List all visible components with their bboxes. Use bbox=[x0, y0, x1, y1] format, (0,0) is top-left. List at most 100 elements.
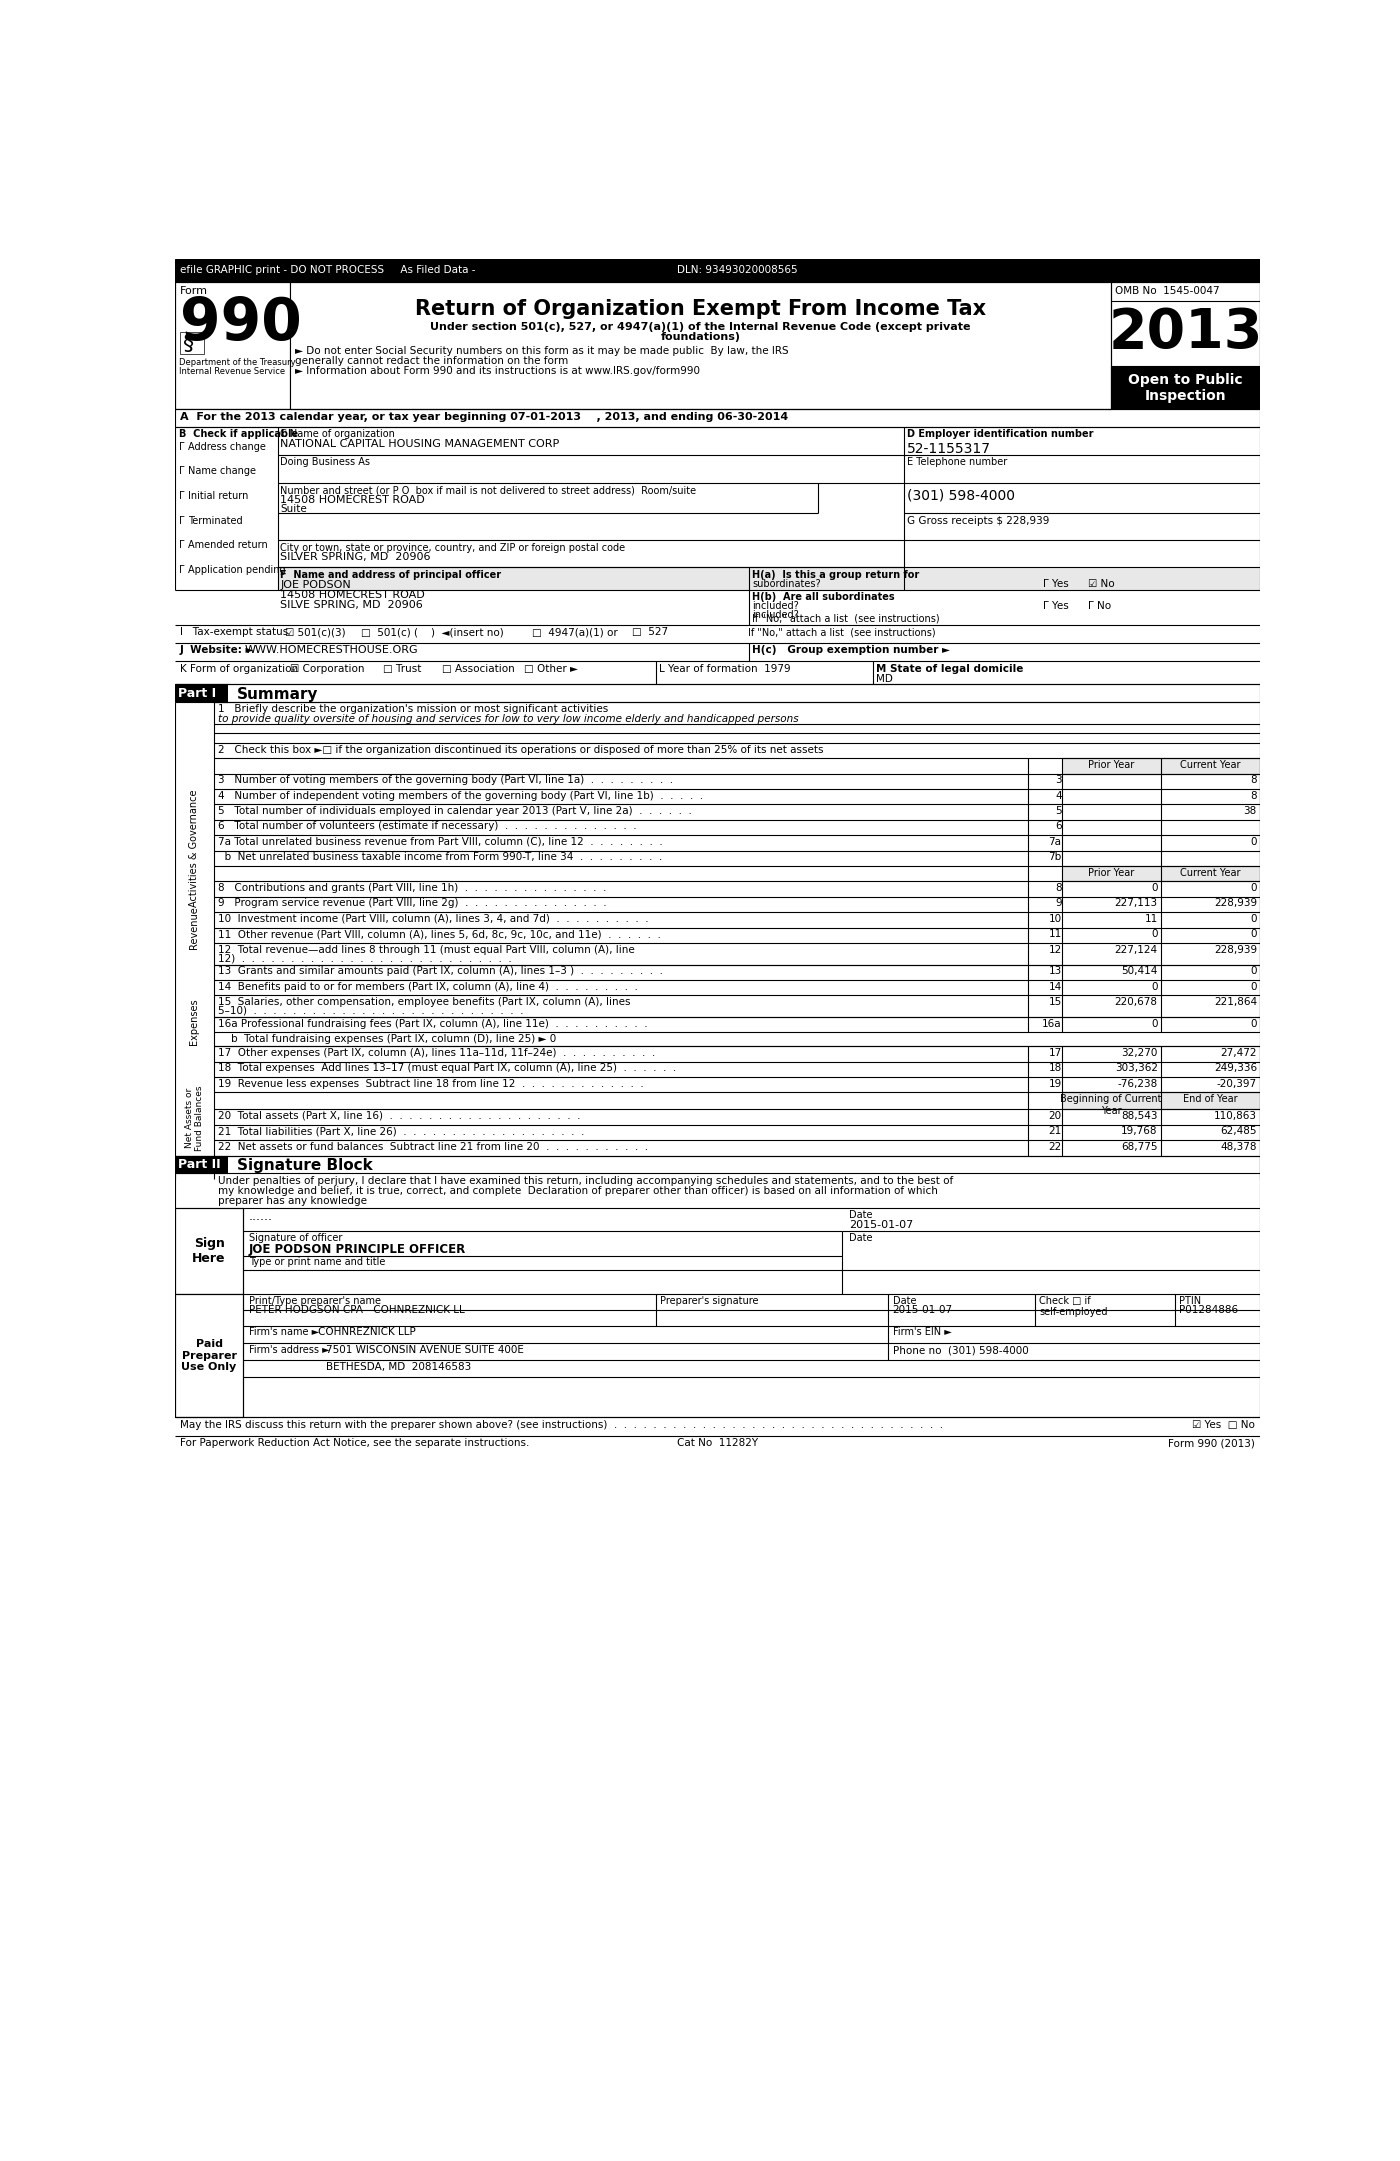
Text: 22: 22 bbox=[1049, 1141, 1061, 1152]
Bar bbox=[1161, 1093, 1260, 1109]
Text: ► Information about Form 990 and its instructions is at www.IRS.gov/form990: ► Information about Form 990 and its ins… bbox=[295, 365, 700, 376]
Text: 7501 WISCONSIN AVENUE SUITE 400E: 7501 WISCONSIN AVENUE SUITE 400E bbox=[326, 1344, 524, 1355]
Text: 15: 15 bbox=[1049, 996, 1061, 1007]
Text: 11  Other revenue (Part VIII, column (A), lines 5, 6d, 8c, 9c, 10c, and 11e)  . : 11 Other revenue (Part VIII, column (A),… bbox=[218, 929, 661, 940]
Text: 8: 8 bbox=[1056, 884, 1061, 892]
Text: 11: 11 bbox=[1049, 929, 1061, 940]
Text: Name change: Name change bbox=[188, 467, 256, 475]
Text: Γ Yes: Γ Yes bbox=[1043, 579, 1068, 588]
Bar bbox=[228, 1156, 1260, 1173]
Text: 2015-01-07: 2015-01-07 bbox=[850, 1221, 913, 1230]
Text: Type or print name and title: Type or print name and title bbox=[249, 1258, 385, 1266]
Text: 4: 4 bbox=[1056, 791, 1061, 800]
Text: Department of the Treasury: Department of the Treasury bbox=[179, 359, 295, 367]
Text: 110,863: 110,863 bbox=[1214, 1111, 1257, 1122]
Text: 17  Other expenses (Part IX, column (A), lines 11a–11d, 11f–24e)  .  .  .  .  . : 17 Other expenses (Part IX, column (A), … bbox=[218, 1048, 655, 1057]
Text: D Employer identification number: D Employer identification number bbox=[907, 430, 1093, 439]
Text: 50,414: 50,414 bbox=[1121, 966, 1158, 977]
Text: Return of Organization Exempt From Income Tax: Return of Organization Exempt From Incom… bbox=[414, 300, 986, 320]
Bar bbox=[1161, 867, 1260, 882]
Text: I   Tax-exempt status: I Tax-exempt status bbox=[179, 627, 288, 637]
Text: 303,362: 303,362 bbox=[1114, 1063, 1158, 1074]
Text: Firm's address ►: Firm's address ► bbox=[249, 1344, 329, 1355]
Text: Firm's name ►: Firm's name ► bbox=[249, 1327, 319, 1338]
Text: P01284886: P01284886 bbox=[1179, 1305, 1238, 1316]
Text: 9: 9 bbox=[1056, 899, 1061, 908]
Text: 2015-01-07: 2015-01-07 bbox=[893, 1305, 953, 1316]
Text: 22  Net assets or fund balances  Subtract line 21 from line 20  .  .  .  .  .  .: 22 Net assets or fund balances Subtract … bbox=[218, 1141, 648, 1152]
Text: 220,678: 220,678 bbox=[1114, 996, 1158, 1007]
Bar bbox=[290, 283, 1112, 408]
Bar bbox=[175, 259, 1260, 283]
Text: my knowledge and belief, it is true, correct, and complete  Declaration of prepa: my knowledge and belief, it is true, cor… bbox=[218, 1186, 938, 1195]
Text: K Form of organization: K Form of organization bbox=[179, 663, 298, 674]
Text: Part II: Part II bbox=[178, 1158, 221, 1171]
Text: 0: 0 bbox=[1250, 914, 1257, 923]
Text: Expenses: Expenses bbox=[189, 998, 199, 1046]
Text: 15  Salaries, other compensation, employee benefits (Part IX, column (A), lines: 15 Salaries, other compensation, employe… bbox=[218, 996, 631, 1007]
Text: Beginning of Current
Year: Beginning of Current Year bbox=[1060, 1093, 1162, 1115]
Text: Terminated: Terminated bbox=[188, 516, 242, 525]
Text: H(b)  Are all subordinates: H(b) Are all subordinates bbox=[752, 592, 895, 603]
Text: 16a Professional fundraising fees (Part IX, column (A), line 11e)  .  .  .  .  .: 16a Professional fundraising fees (Part … bbox=[218, 1018, 648, 1029]
Text: subordinates?: subordinates? bbox=[752, 579, 820, 588]
Text: Activities & Governance: Activities & Governance bbox=[189, 789, 199, 908]
Text: 0: 0 bbox=[1151, 981, 1158, 992]
Text: JOE PODSON: JOE PODSON bbox=[280, 581, 351, 590]
Text: 0: 0 bbox=[1250, 929, 1257, 940]
Text: 8   Contributions and grants (Part VIII, line 1h)  .  .  .  .  .  .  .  .  .  . : 8 Contributions and grants (Part VIII, l… bbox=[218, 884, 606, 892]
Text: 6   Total number of volunteers (estimate if necessary)  .  .  .  .  .  .  .  .  : 6 Total number of volunteers (estimate i… bbox=[218, 821, 637, 832]
Text: generally cannot redact the information on the form: generally cannot redact the information … bbox=[295, 357, 568, 365]
Text: □ Other ►: □ Other ► bbox=[524, 663, 578, 674]
Text: Γ: Γ bbox=[179, 564, 185, 575]
Bar bbox=[175, 1156, 228, 1173]
Text: □  4947(a)(1) or: □ 4947(a)(1) or bbox=[532, 627, 617, 637]
Text: 7a: 7a bbox=[1049, 836, 1061, 847]
Bar bbox=[903, 568, 1260, 590]
Text: □ Trust: □ Trust bbox=[382, 663, 421, 674]
Text: G Gross receipts $ 228,939: G Gross receipts $ 228,939 bbox=[907, 516, 1050, 525]
Text: Prior Year: Prior Year bbox=[1088, 867, 1134, 877]
Text: Print/Type preparer's name: Print/Type preparer's name bbox=[249, 1297, 381, 1305]
Text: Number and street (or P O  box if mail is not delivered to street address)  Room: Number and street (or P O box if mail is… bbox=[280, 486, 697, 495]
Text: 7a Total unrelated business revenue from Part VIII, column (C), line 12  .  .  .: 7a Total unrelated business revenue from… bbox=[218, 836, 664, 847]
Bar bbox=[1063, 1093, 1161, 1109]
Text: 21  Total liabilities (Part X, line 26)  .  .  .  .  .  .  .  .  .  .  .  .  .  : 21 Total liabilities (Part X, line 26) .… bbox=[218, 1126, 585, 1137]
Text: 0: 0 bbox=[1250, 981, 1257, 992]
Text: Firm's EIN ►: Firm's EIN ► bbox=[893, 1327, 952, 1338]
Text: PTIN: PTIN bbox=[1179, 1297, 1201, 1305]
Text: Revenue: Revenue bbox=[189, 905, 199, 949]
Text: 227,124: 227,124 bbox=[1114, 944, 1158, 955]
Text: Form 990 (2013): Form 990 (2013) bbox=[1169, 1439, 1256, 1448]
Text: Prior Year: Prior Year bbox=[1088, 761, 1134, 769]
Text: SILVE SPRING, MD  20906: SILVE SPRING, MD 20906 bbox=[280, 601, 423, 609]
Text: included?: included? bbox=[752, 609, 799, 620]
Text: ► Do not enter Social Security numbers on this form as it may be made public  By: ► Do not enter Social Security numbers o… bbox=[295, 346, 788, 357]
Text: 0: 0 bbox=[1250, 966, 1257, 977]
Text: b  Total fundraising expenses (Part IX, column (D), line 25) ► 0: b Total fundraising expenses (Part IX, c… bbox=[218, 1033, 557, 1044]
Text: Signature Block: Signature Block bbox=[237, 1158, 372, 1173]
Text: 68,775: 68,775 bbox=[1121, 1141, 1158, 1152]
Text: MD: MD bbox=[876, 674, 893, 683]
Text: 990: 990 bbox=[179, 294, 301, 352]
Text: □  527: □ 527 bbox=[633, 627, 668, 637]
Text: 13  Grants and similar amounts paid (Part IX, column (A), lines 1–3 )  .  .  .  : 13 Grants and similar amounts paid (Part… bbox=[218, 966, 664, 977]
Text: PETER HODGSON CPA - COHNREZNICK LL: PETER HODGSON CPA - COHNREZNICK LL bbox=[249, 1305, 465, 1316]
Text: 6: 6 bbox=[1056, 821, 1061, 832]
Text: 18: 18 bbox=[1049, 1063, 1061, 1074]
Text: 52-1155317: 52-1155317 bbox=[907, 441, 991, 456]
Text: 13: 13 bbox=[1049, 966, 1061, 977]
Text: Date: Date bbox=[893, 1297, 916, 1305]
Bar bbox=[279, 568, 903, 590]
Text: to provide quality oversite of housing and services for low to very low income e: to provide quality oversite of housing a… bbox=[218, 715, 799, 724]
Text: Summary: Summary bbox=[237, 687, 319, 702]
Text: 27,472: 27,472 bbox=[1221, 1048, 1257, 1057]
Text: Initial return: Initial return bbox=[188, 491, 249, 501]
Text: Doing Business As: Doing Business As bbox=[280, 458, 371, 467]
Text: 20  Total assets (Part X, line 16)  .  .  .  .  .  .  .  .  .  .  .  .  .  .  . : 20 Total assets (Part X, line 16) . . . … bbox=[218, 1111, 581, 1122]
Text: Amended return: Amended return bbox=[188, 540, 267, 551]
Text: Paid
Preparer
Use Only: Paid Preparer Use Only bbox=[182, 1340, 237, 1372]
Text: Γ: Γ bbox=[179, 540, 185, 551]
Text: J  Website: ►: J Website: ► bbox=[179, 646, 255, 655]
Text: 32,270: 32,270 bbox=[1121, 1048, 1158, 1057]
